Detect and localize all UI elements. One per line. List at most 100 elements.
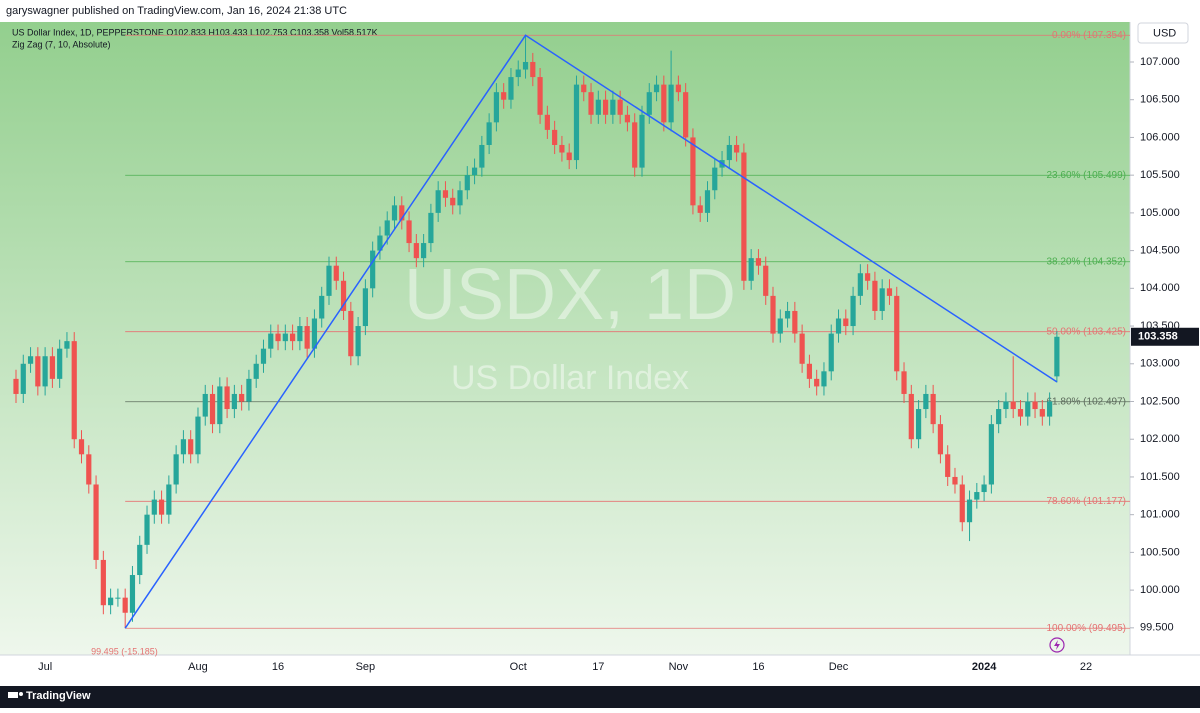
candle-body [988, 424, 994, 485]
candle-body [704, 190, 711, 213]
candle-body [450, 197, 456, 206]
footer-bar [0, 686, 1200, 708]
candle-body [588, 92, 594, 115]
candle-body [508, 77, 514, 100]
candle-body [188, 439, 194, 455]
candle-body [348, 310, 354, 357]
candle-body [1025, 401, 1031, 417]
candle-body [355, 326, 361, 357]
candle-body [843, 318, 849, 327]
candle-body [421, 243, 427, 259]
header-text: garyswagner published on TradingView.com… [6, 5, 347, 17]
candle-body [479, 144, 485, 168]
candle-body [996, 409, 1002, 425]
x-tick-label: 22 [1080, 661, 1092, 673]
candle-body [559, 144, 565, 153]
zigzag-line [124, 34, 1058, 629]
candle-body [945, 454, 951, 477]
candle-body [894, 295, 900, 372]
candle-body [552, 129, 558, 145]
candle-body [311, 318, 318, 349]
x-tick-label: Dec [829, 661, 849, 673]
candle-body [952, 476, 958, 485]
candle-body [799, 333, 805, 364]
candle-body [872, 280, 878, 311]
candle-body [326, 265, 332, 296]
candle-body [923, 393, 929, 410]
candle-body [886, 288, 893, 296]
y-tick-label: 104.000 [1140, 282, 1180, 294]
candle-body [741, 152, 747, 281]
candle-body [915, 409, 922, 440]
candle-body [966, 499, 973, 523]
candle-body [202, 393, 208, 417]
currency[interactable]: USD [1153, 27, 1176, 39]
candle-body [268, 333, 274, 349]
candle-body [566, 152, 572, 161]
fib-label: 78.60% (101.177) [1046, 496, 1126, 507]
candle-body [908, 393, 914, 440]
candle-body [304, 326, 310, 349]
candle-body [581, 84, 587, 93]
candle-body [748, 258, 754, 281]
candle-body [442, 190, 449, 198]
candle-body [297, 326, 303, 342]
candle-body [515, 69, 521, 78]
candle-body [144, 514, 150, 545]
candle-body [137, 544, 143, 576]
y-tick-label: 99.500 [1140, 622, 1174, 634]
candle-body [624, 114, 631, 123]
candle-body [217, 386, 223, 425]
candle-body [289, 333, 296, 342]
candle-body [639, 114, 645, 168]
candle-body [1039, 409, 1045, 417]
candle-body [930, 393, 936, 425]
candle-body [464, 175, 470, 191]
candle-body [544, 114, 550, 130]
time-axis [0, 655, 1200, 686]
candle-body [755, 258, 762, 266]
candle-body [865, 273, 871, 281]
last-price-label: 103.358 [1138, 331, 1178, 343]
candle-body [784, 310, 791, 319]
brand: TradingView [26, 690, 91, 702]
fib-label: 0.00% (107.354) [1052, 30, 1126, 41]
candle-body [282, 333, 288, 342]
candle-body [166, 484, 172, 515]
candle-body [857, 273, 863, 296]
x-tick-label: Jul [38, 661, 52, 673]
candle-body [195, 416, 201, 455]
candle-body [617, 99, 623, 115]
candle-body [763, 265, 769, 296]
fib-label: 61.80% (102.497) [1046, 396, 1126, 407]
chart-title: US Dollar Index, 1D, PEPPERSTONE O102.83… [12, 27, 378, 37]
candle-body [413, 243, 419, 259]
candle-body [1032, 401, 1038, 410]
candle-body [777, 318, 783, 334]
x-tick-label: 16 [272, 661, 284, 673]
candle-body [86, 454, 92, 485]
candle-body [1054, 336, 1060, 377]
y-tick-label: 105.500 [1140, 169, 1180, 181]
y-tick-label: 102.500 [1140, 395, 1180, 407]
candle-body [319, 295, 325, 319]
candle-body [362, 288, 368, 327]
candle-body [49, 356, 55, 379]
candle-body [100, 559, 106, 606]
candle-body [457, 190, 463, 206]
candle-body [78, 439, 85, 455]
x-tick-label: Sep [356, 661, 376, 673]
y-tick-label: 106.000 [1140, 131, 1180, 143]
currency-box[interactable] [1137, 22, 1189, 44]
event-icon[interactable] [1049, 637, 1065, 653]
watermark-sub: US Dollar Index [451, 359, 689, 397]
candle-body [435, 190, 441, 213]
x-tick-label: 16 [752, 661, 764, 673]
indicator-title: Zig Zag (7, 10, Absolute) [12, 39, 111, 49]
candle-body [173, 454, 179, 485]
candle-body [683, 92, 689, 138]
candle-body [734, 144, 740, 153]
candle-body [406, 220, 412, 244]
